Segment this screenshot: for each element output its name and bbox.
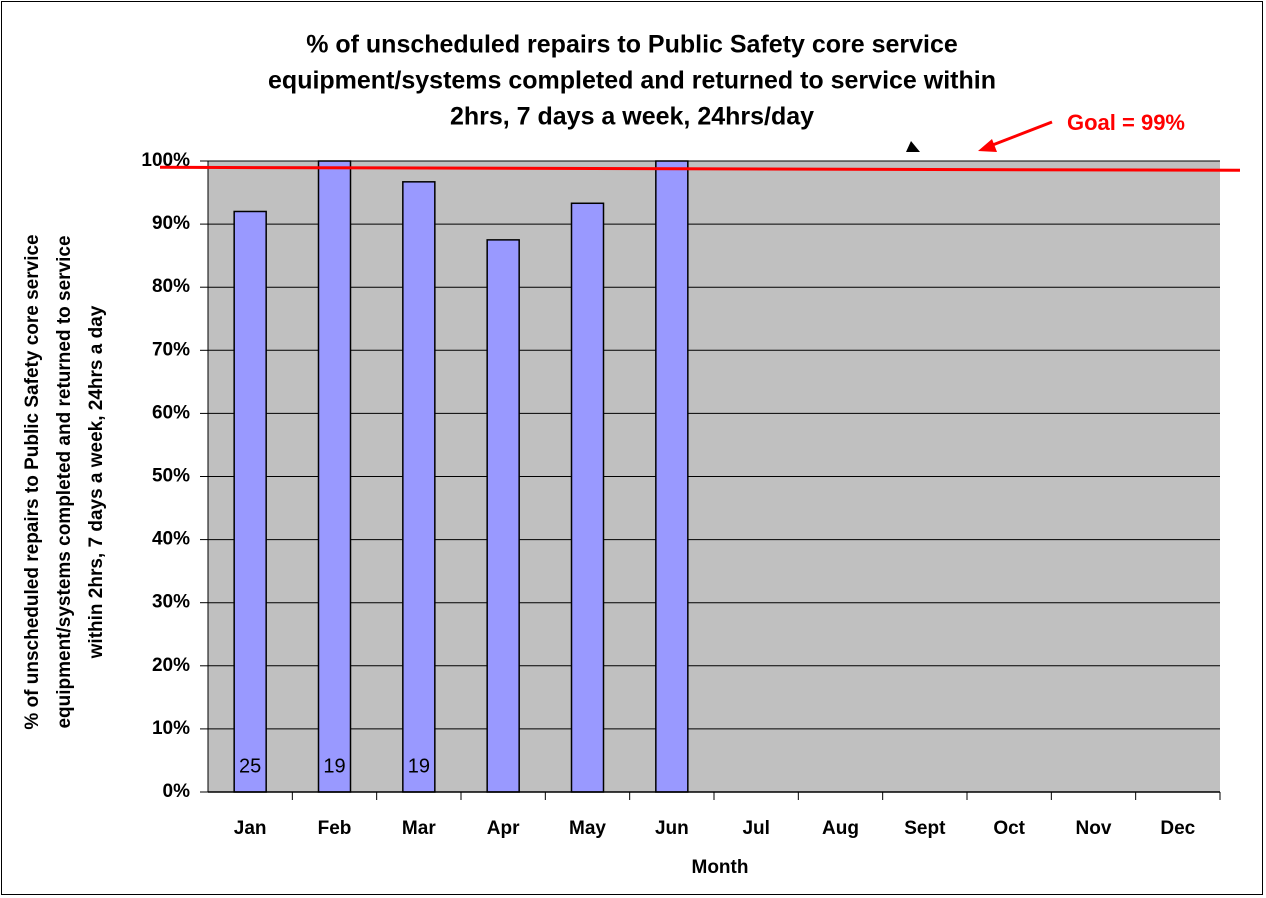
y-tick-label: 0% xyxy=(163,781,191,802)
x-tick-label: Jan xyxy=(234,818,267,839)
goal-arrow-head xyxy=(978,139,997,152)
marker xyxy=(906,141,920,152)
chart-title: equipment/systems completed and returned… xyxy=(268,67,996,95)
bar xyxy=(486,239,520,793)
y-tick-label: 30% xyxy=(152,592,190,613)
x-tick-label: Jul xyxy=(742,818,769,839)
x-tick-label: Nov xyxy=(1076,818,1112,839)
chart-title: 2hrs, 7 days a week, 24hrs/day xyxy=(450,103,814,131)
bar xyxy=(233,210,267,793)
bar xyxy=(570,202,605,793)
y-tick-label: 20% xyxy=(152,655,190,676)
chart-title: % of unscheduled repairs to Public Safet… xyxy=(306,31,958,59)
x-axis-label: Month xyxy=(692,857,749,878)
y-tick-label: 70% xyxy=(152,339,190,360)
bar xyxy=(402,181,436,793)
y-tick-label: 50% xyxy=(152,466,190,487)
data-label: 25 xyxy=(239,755,261,777)
x-tick-label: May xyxy=(569,818,606,839)
y-tick-label: 60% xyxy=(152,402,190,423)
bar xyxy=(655,160,689,793)
y-axis-label: equipment/systems completed and returned… xyxy=(54,235,75,728)
x-tick-label: Oct xyxy=(993,818,1025,839)
x-tick-label: Sept xyxy=(904,818,946,839)
x-tick-label: Dec xyxy=(1160,818,1195,839)
y-tick-label: 10% xyxy=(152,718,190,739)
bar xyxy=(317,160,352,793)
y-tick-label: 100% xyxy=(141,150,190,171)
y-axis-label: within 2hrs, 7 days a week, 24hrs a day xyxy=(86,305,107,659)
y-tick-label: 80% xyxy=(152,276,190,297)
goal-line xyxy=(159,165,1241,172)
x-tick-label: Aug xyxy=(822,818,859,839)
goal-label: Goal = 99% xyxy=(1067,110,1185,135)
x-tick-label: Jun xyxy=(655,818,689,839)
x-tick-label: Feb xyxy=(318,818,352,839)
x-tick-label: Apr xyxy=(487,818,520,839)
data-label: 19 xyxy=(323,755,345,777)
goal-arrow xyxy=(989,120,1053,148)
y-tick-label: 90% xyxy=(152,213,190,234)
y-axis-label: % of unscheduled repairs to Public Safet… xyxy=(22,234,43,729)
data-label: 19 xyxy=(408,755,430,777)
x-tick-label: Mar xyxy=(402,818,436,839)
y-tick-label: 40% xyxy=(152,529,190,550)
